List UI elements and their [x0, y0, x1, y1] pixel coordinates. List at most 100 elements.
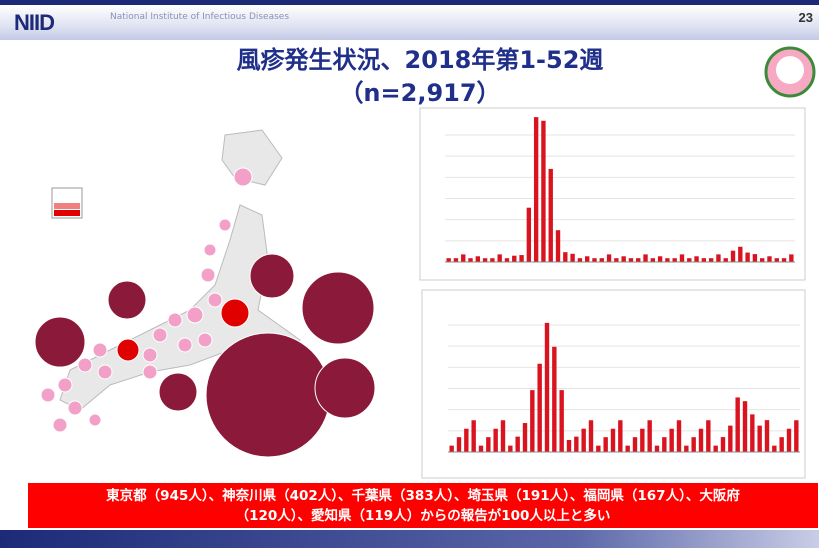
map-bubble [158, 372, 198, 412]
chart-bar [672, 258, 677, 262]
chart-bar [723, 258, 728, 262]
chart-bar [614, 258, 619, 262]
chart-bar [684, 445, 689, 452]
map-bubble [57, 377, 73, 393]
chart-bar [522, 423, 528, 452]
map-legend-swatch [54, 210, 80, 216]
chart-bar [789, 254, 794, 262]
chart-bar [471, 420, 476, 452]
summary-banner: 東京都（945人）、神奈川県（402人）、千葉県（383人）、埼玉県（191人）… [28, 483, 818, 528]
chart-bar [482, 258, 488, 262]
map-bubble [233, 167, 253, 187]
chart-bar [478, 445, 484, 452]
chart-bar [461, 254, 466, 262]
chart-bar [636, 258, 641, 262]
map-bubble [220, 298, 250, 328]
map-bubble [249, 253, 295, 299]
map-bubble [314, 357, 376, 419]
chart-bar [794, 420, 799, 452]
chart-bar [764, 420, 770, 452]
chart-bar [772, 445, 777, 452]
chart-bar [654, 445, 660, 452]
chart-bar [486, 437, 491, 452]
chart-bar [781, 258, 787, 262]
organization: National Institute of Infectious Disease… [110, 12, 290, 22]
chart-bar [767, 256, 772, 262]
chart-bar [559, 390, 564, 452]
chart-bar [537, 363, 542, 452]
chart-bar [456, 437, 462, 452]
chart-bar [610, 428, 616, 452]
map-legend-swatch [54, 203, 80, 209]
chart-bar [544, 322, 550, 452]
chart-bar [716, 254, 721, 262]
chart-bar [650, 258, 655, 262]
chart-bar [694, 256, 699, 262]
chart-bar [497, 254, 502, 262]
map-bubble [205, 332, 331, 458]
chart-bar [519, 255, 524, 262]
map-bubble [107, 280, 147, 320]
chart-bar [640, 428, 645, 452]
map-bubble [92, 342, 108, 358]
chart-bar [779, 437, 784, 452]
chart-bar [720, 437, 726, 452]
chart-bar [464, 428, 469, 452]
chart-bar [760, 258, 765, 262]
map-bubble [177, 337, 193, 353]
chart-bar [570, 253, 575, 262]
footer-bar [0, 530, 819, 548]
chart-bar [662, 437, 667, 452]
map-bubble [218, 218, 232, 232]
chart-bar [750, 414, 755, 452]
chart-bar [665, 258, 670, 262]
title-line: 風疹発生状況、2018年第1-52週 [236, 46, 604, 74]
logo: NIID [14, 10, 55, 35]
chart-bar [647, 420, 652, 452]
map-bubble [301, 271, 375, 345]
chart-bar [735, 397, 740, 452]
chart-bar [757, 425, 762, 452]
chart-bar [679, 254, 685, 262]
title-line: （n=2,917） [339, 79, 501, 107]
map-bubble [142, 364, 158, 380]
chart-bar [566, 439, 572, 452]
chart-bar [632, 437, 638, 452]
mascot-face [776, 56, 804, 84]
map-bubble [197, 332, 213, 348]
map-bubble [40, 387, 56, 403]
chart-bar [530, 390, 535, 452]
chart-bar [728, 425, 733, 452]
chart-bar [603, 437, 608, 452]
chart-bar [628, 258, 634, 262]
chart-bar [490, 258, 495, 262]
chart-bar [706, 420, 711, 452]
chart-bar [676, 420, 682, 452]
slide-number: 23 [798, 10, 813, 25]
chart-bar [596, 445, 601, 452]
map-bubble [67, 400, 83, 416]
chart-bar [742, 401, 748, 452]
chart-bar [515, 436, 520, 452]
chart-bar [581, 428, 586, 452]
chart-bar [574, 436, 579, 452]
chart-bar [599, 258, 604, 262]
chart-bar [533, 117, 539, 263]
chart-bar [552, 346, 557, 452]
chart-bar [475, 256, 480, 262]
map-bubble [34, 316, 86, 368]
map-bubble [207, 292, 223, 308]
chart-bar [745, 252, 750, 262]
map-bubble [142, 347, 158, 363]
chart-bar [713, 445, 718, 452]
chart-bar [493, 428, 498, 452]
map-bubble [203, 243, 217, 257]
chart-bar [468, 258, 473, 262]
banner-line: 東京都（945人）、神奈川県（402人）、千葉県（383人）、埼玉県（191人）… [106, 488, 740, 504]
map-bubble [116, 338, 140, 362]
map-bubble [152, 327, 168, 343]
chart-bar [585, 256, 590, 262]
chart-bar [526, 207, 532, 262]
chart-bar [687, 258, 692, 262]
chart-bar [453, 258, 459, 262]
